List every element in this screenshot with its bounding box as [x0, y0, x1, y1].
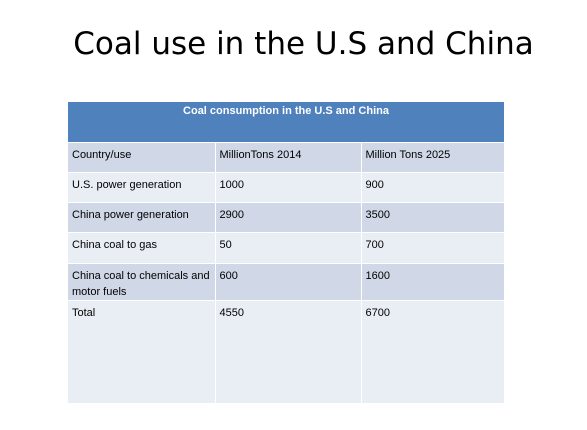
table-cell: 1000 — [215, 172, 362, 203]
table-cell: 1600 — [361, 263, 505, 301]
table-row: China coal to gas 50 700 — [68, 232, 505, 264]
table-cell: China coal to gas — [68, 232, 216, 264]
coal-consumption-table: Coal consumption in the U.S and China Co… — [68, 102, 505, 404]
table-cell: MillionTons 2014 — [215, 142, 362, 173]
table-cell: 900 — [361, 172, 505, 203]
table-cell: 2900 — [215, 202, 362, 233]
table-cell: Country/use — [68, 142, 216, 173]
table-caption: Coal consumption in the U.S and China — [68, 102, 505, 143]
table-header-row: Coal consumption in the U.S and China — [68, 102, 505, 143]
table-cell: China coal to chemicals and motor fuels — [68, 263, 216, 301]
table-row-total: Total 4550 6700 — [68, 300, 505, 404]
table-cell: 6700 — [361, 300, 505, 404]
table-row: Country/use MillionTons 2014 Million Ton… — [68, 142, 505, 173]
table-cell: 3500 — [361, 202, 505, 233]
table-cell: 700 — [361, 232, 505, 264]
table-cell: 600 — [215, 263, 362, 301]
table-cell: U.S. power generation — [68, 172, 216, 203]
table-row: China power generation 2900 3500 — [68, 202, 505, 233]
table-cell: Million Tons 2025 — [361, 142, 505, 173]
table-cell: 50 — [215, 232, 362, 264]
table-cell: 4550 — [215, 300, 362, 404]
table-cell: Total — [68, 300, 216, 404]
table-cell: China power generation — [68, 202, 216, 233]
slide-title: Coal use in the U.S and China — [73, 26, 534, 62]
table-row: China coal to chemicals and motor fuels … — [68, 263, 505, 301]
table-row: U.S. power generation 1000 900 — [68, 172, 505, 203]
